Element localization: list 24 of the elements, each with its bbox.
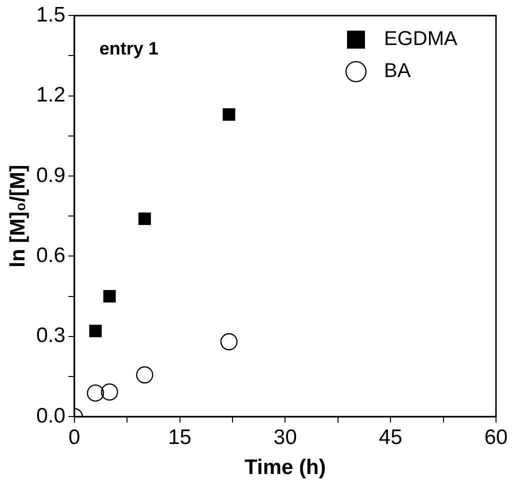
- point: [222, 108, 236, 121]
- y-tick-label: 1.2: [36, 84, 66, 107]
- point: [89, 324, 102, 338]
- legend-label: BA: [384, 60, 412, 82]
- point: [138, 212, 151, 226]
- x-tick-label: 0: [68, 426, 80, 449]
- y-tick-label: 1.5: [36, 3, 66, 26]
- x-tick-label: 15: [168, 426, 192, 449]
- legend-label: EGDMA: [384, 28, 458, 50]
- point: [136, 366, 154, 384]
- x-tick-label: 30: [274, 426, 297, 449]
- y-tick-label: 0.9: [36, 164, 66, 187]
- text: 0.0: [36, 404, 66, 428]
- x-tick-label: 45: [378, 426, 402, 449]
- annotation: entry 1: [99, 38, 158, 59]
- y-tick-label: 0.3: [36, 324, 66, 348]
- point: [103, 290, 116, 303]
- y-tick-label: 0.6: [36, 244, 66, 267]
- point: [86, 384, 104, 402]
- x-axis-title: Time (h): [244, 456, 326, 480]
- point: [220, 333, 238, 350]
- y-axis-title: ln [M]₀/[M]: [6, 164, 30, 268]
- point: [100, 383, 118, 401]
- x-tick-label: 60: [484, 426, 508, 449]
